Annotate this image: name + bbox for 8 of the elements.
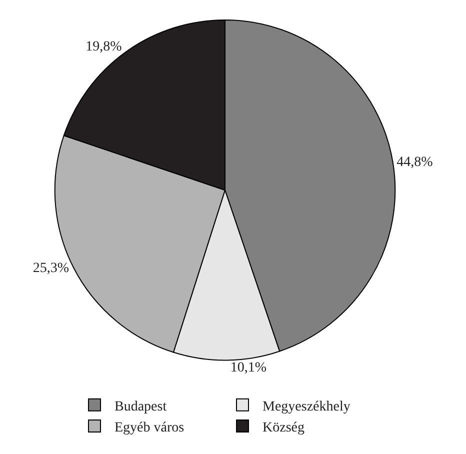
data-label: 19,8%	[86, 39, 122, 54]
legend-label: Megyeszékhely	[262, 399, 350, 414]
data-label: 25,3%	[32, 260, 70, 276]
legend-label: Egyéb város	[114, 420, 184, 436]
legend-label: Budapest	[114, 399, 167, 414]
data-label: 44,8%	[396, 154, 434, 170]
legend-label: Község	[262, 420, 304, 436]
data-label: 10,1%	[230, 360, 267, 376]
